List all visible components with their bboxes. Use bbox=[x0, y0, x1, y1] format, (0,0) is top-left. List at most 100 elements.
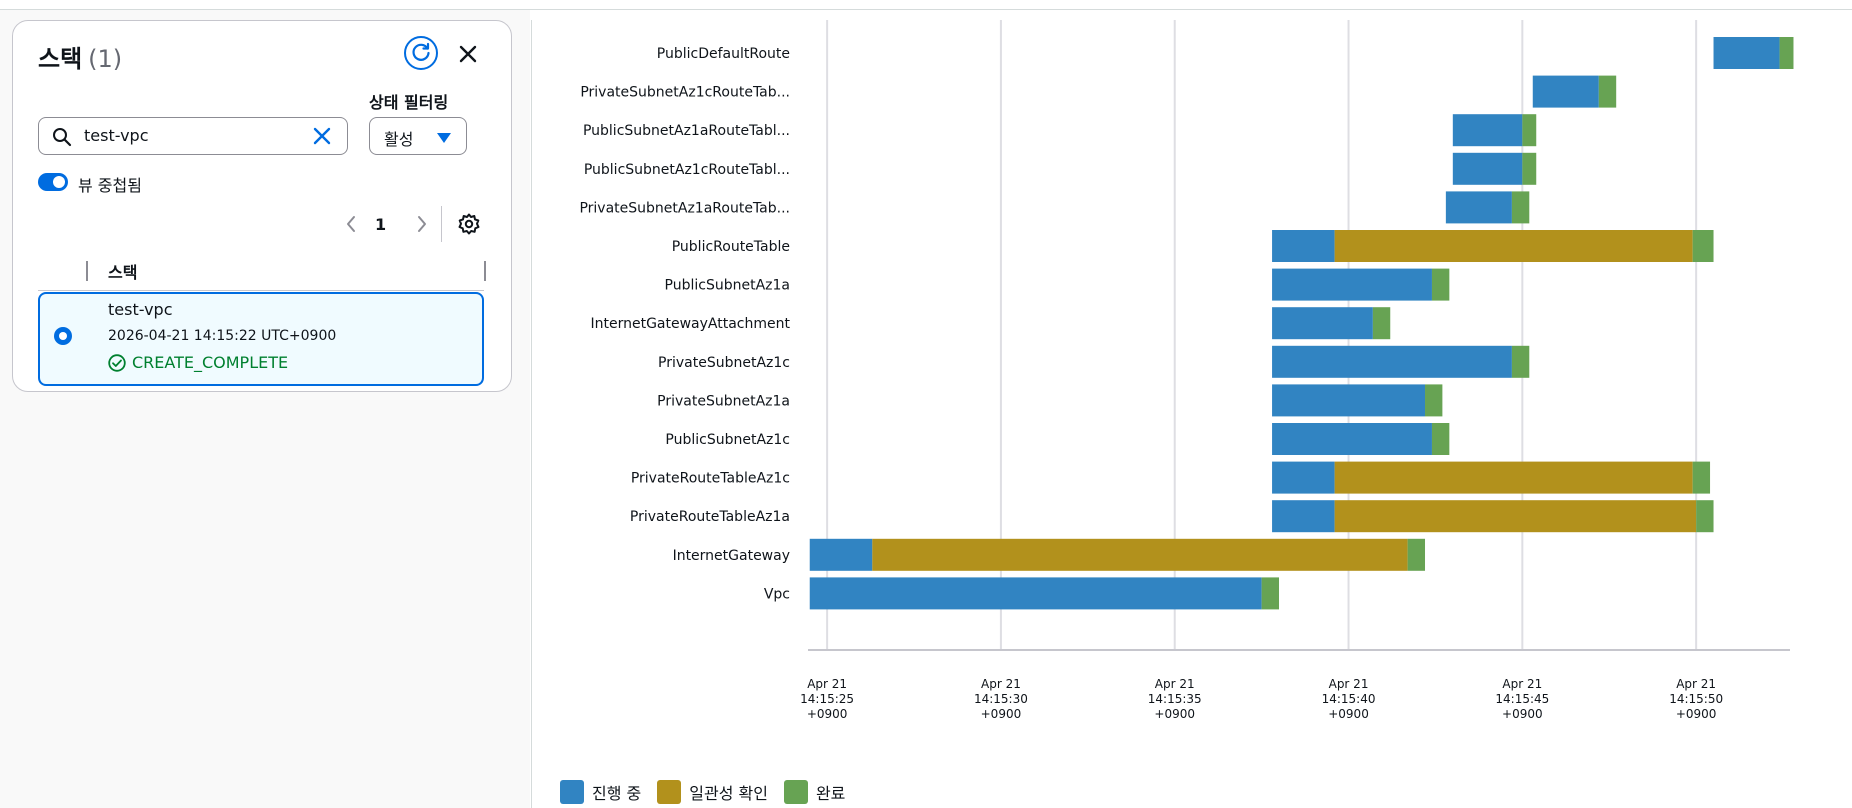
x-tick-label: Apr 21 bbox=[807, 677, 847, 691]
bar-in-progress[interactable] bbox=[1272, 268, 1432, 301]
x-tick-label: +0900 bbox=[1154, 707, 1195, 721]
panel-title: 스택 (1) bbox=[38, 39, 122, 74]
gear-icon[interactable] bbox=[457, 212, 481, 236]
x-tick-label: 14:15:35 bbox=[1148, 692, 1202, 706]
x-tick-label: 14:15:45 bbox=[1495, 692, 1549, 706]
resource-label: PrivateRouteTableAz1a bbox=[630, 509, 790, 525]
x-tick-label: Apr 21 bbox=[1676, 677, 1716, 691]
bar-in-progress[interactable] bbox=[1272, 500, 1335, 533]
toggle-knob bbox=[53, 176, 65, 188]
stack-radio-button[interactable] bbox=[54, 327, 72, 345]
x-tick-label: Apr 21 bbox=[981, 677, 1021, 691]
bar-complete[interactable] bbox=[1431, 423, 1450, 455]
refresh-button[interactable] bbox=[404, 36, 438, 70]
bar-complete[interactable] bbox=[1261, 577, 1280, 610]
status-filter-select[interactable]: 활성 bbox=[369, 117, 467, 155]
resource-label: InternetGateway bbox=[673, 548, 790, 564]
legend-complete: 완료 bbox=[815, 784, 846, 803]
bar-in-progress[interactable] bbox=[1272, 423, 1432, 455]
panel-divider[interactable] bbox=[531, 20, 532, 808]
bar-complete[interactable] bbox=[1779, 37, 1794, 69]
bar-in-progress[interactable] bbox=[1532, 75, 1599, 108]
x-tick-label: +0900 bbox=[1502, 707, 1543, 721]
bar-in-progress[interactable] bbox=[1272, 461, 1335, 494]
column-header-stack[interactable]: 스택 bbox=[108, 263, 138, 282]
search-value: test-vpc bbox=[84, 126, 149, 145]
status-filter-label: 상태 필터링 bbox=[369, 93, 449, 112]
close-button[interactable] bbox=[456, 42, 480, 66]
legend-swatch-in-progress bbox=[560, 780, 584, 804]
bar-complete[interactable] bbox=[1696, 500, 1714, 533]
stack-row-test-vpc[interactable]: test-vpc 2026-04-21 14:15:22 UTC+0900 CR… bbox=[38, 292, 484, 386]
nested-view-label: 뷰 중첩됨 bbox=[78, 176, 142, 195]
bar-complete[interactable] bbox=[1522, 152, 1537, 185]
bar-in-progress[interactable] bbox=[1445, 191, 1512, 224]
bar-complete[interactable] bbox=[1425, 384, 1443, 417]
caret-down-icon bbox=[437, 133, 451, 143]
previous-page-icon[interactable] bbox=[344, 214, 358, 234]
bar-complete[interactable] bbox=[1692, 230, 1714, 262]
bar-consistency-check[interactable] bbox=[1334, 230, 1693, 262]
table-header-border bbox=[38, 290, 484, 291]
bar-consistency-check[interactable] bbox=[872, 538, 1408, 571]
column-divider[interactable] bbox=[86, 261, 88, 281]
close-icon bbox=[459, 45, 477, 63]
bar-in-progress[interactable] bbox=[1713, 37, 1780, 69]
x-tick-label: 14:15:30 bbox=[974, 692, 1028, 706]
bar-consistency-check[interactable] bbox=[1334, 461, 1693, 494]
bar-in-progress[interactable] bbox=[1272, 307, 1373, 340]
refresh-icon bbox=[412, 42, 430, 61]
bar-complete[interactable] bbox=[1407, 538, 1426, 571]
clear-search-icon[interactable] bbox=[312, 126, 332, 146]
bar-complete[interactable] bbox=[1431, 268, 1450, 301]
status-filter-value: 활성 bbox=[384, 130, 414, 149]
pager-divider bbox=[441, 206, 442, 242]
resource-label: InternetGatewayAttachment bbox=[590, 316, 790, 332]
bar-consistency-check[interactable] bbox=[1334, 500, 1697, 533]
legend-in-progress: 진행 중 bbox=[592, 784, 642, 803]
bar-complete[interactable] bbox=[1692, 461, 1711, 494]
resource-label: PublicSubnetAz1c bbox=[665, 432, 790, 448]
bar-in-progress[interactable] bbox=[1272, 230, 1335, 262]
x-tick-label: 14:15:50 bbox=[1669, 692, 1723, 706]
x-tick-label: 14:15:25 bbox=[800, 692, 854, 706]
x-tick-label: Apr 21 bbox=[1502, 677, 1542, 691]
resource-label: PrivateSubnetAz1aRouteTab... bbox=[579, 200, 790, 216]
resource-label: PrivateSubnetAz1c bbox=[658, 355, 790, 371]
bar-in-progress[interactable] bbox=[809, 538, 873, 571]
resource-label: PrivateRouteTableAz1c bbox=[631, 471, 790, 487]
bar-in-progress[interactable] bbox=[1272, 384, 1426, 417]
top-border bbox=[0, 9, 1852, 10]
next-page-icon[interactable] bbox=[415, 214, 429, 234]
column-divider-right[interactable] bbox=[484, 261, 486, 281]
resource-label: PublicSubnetAz1cRouteTabl... bbox=[584, 162, 790, 178]
legend-swatch-consistency-check bbox=[657, 780, 682, 804]
x-tick-label: +0900 bbox=[981, 707, 1022, 721]
nested-view-toggle[interactable] bbox=[38, 173, 68, 191]
bar-in-progress[interactable] bbox=[809, 577, 1262, 610]
x-tick-label: Apr 21 bbox=[1155, 677, 1195, 691]
x-tick-label: +0900 bbox=[1328, 707, 1369, 721]
resource-label: PublicSubnetAz1a bbox=[665, 278, 790, 294]
x-tick-label: Apr 21 bbox=[1329, 677, 1369, 691]
stack-created-date: 2026-04-21 14:15:22 UTC+0900 bbox=[108, 328, 337, 344]
x-tick-label: +0900 bbox=[1676, 707, 1717, 721]
panel-title-text: 스택 bbox=[38, 45, 83, 73]
legend-swatch-complete bbox=[783, 780, 808, 804]
search-input[interactable]: test-vpc bbox=[38, 117, 348, 155]
bar-complete[interactable] bbox=[1522, 114, 1537, 147]
stack-status-text: CREATE_COMPLETE bbox=[132, 353, 289, 372]
chart-legend: 진행 중 일관성 확인 완료 bbox=[560, 780, 861, 804]
bar-complete[interactable] bbox=[1511, 191, 1530, 224]
stack-list-panel: 스택 (1) 상태 필터링 test-vpc 활성 뷰 중첩됨 1 bbox=[12, 20, 512, 392]
bar-in-progress[interactable] bbox=[1452, 152, 1523, 185]
bar-complete[interactable] bbox=[1511, 345, 1530, 378]
resource-label: PrivateSubnetAz1a bbox=[657, 393, 790, 409]
bar-in-progress[interactable] bbox=[1272, 345, 1512, 378]
x-tick-label: 14:15:40 bbox=[1322, 692, 1376, 706]
bar-complete[interactable] bbox=[1372, 307, 1391, 340]
bar-in-progress[interactable] bbox=[1452, 114, 1523, 147]
current-page-number[interactable]: 1 bbox=[375, 215, 387, 234]
bar-complete[interactable] bbox=[1598, 75, 1617, 108]
